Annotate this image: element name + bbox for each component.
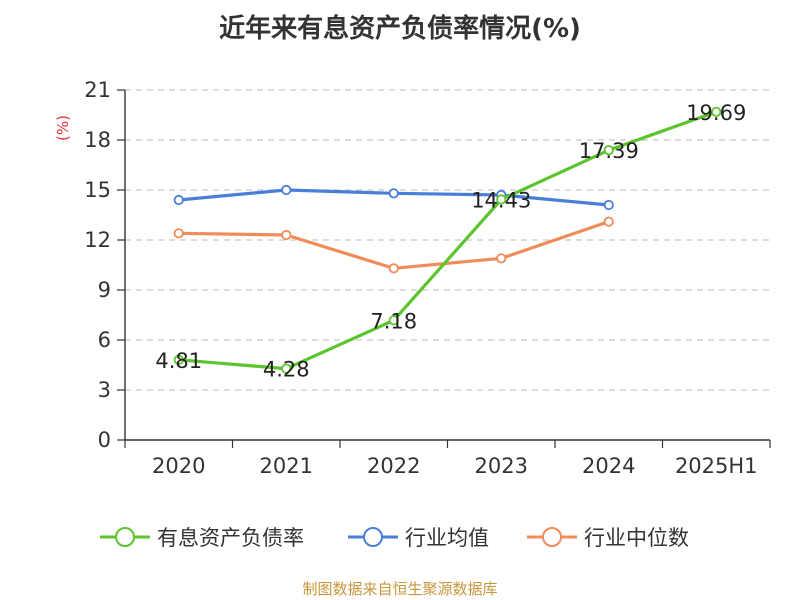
- x-tick-label: 2021: [260, 454, 313, 478]
- data-point: [173, 354, 184, 365]
- data-label: 14.43: [471, 189, 531, 213]
- data-label: 17.39: [579, 139, 639, 163]
- legend-marker: [115, 527, 135, 547]
- data-point: [603, 199, 614, 211]
- data-point: [603, 145, 614, 156]
- y-tick-label: 3: [98, 378, 111, 402]
- data-point: [281, 229, 292, 241]
- data-labels: 4.81 4.28 7.18 14.43 17.39 19.69: [155, 101, 746, 382]
- source-note: 制图数据来自恒生聚源数据库: [302, 580, 498, 598]
- series-lines: [173, 106, 722, 374]
- data-point: [388, 315, 399, 326]
- series-line: [178, 110, 717, 371]
- x-tick-label: 2023: [475, 454, 528, 478]
- y-tick-label: 6: [98, 328, 111, 352]
- y-tick-label: 15: [84, 178, 111, 202]
- data-label: 7.18: [370, 309, 417, 333]
- x-tick-label: 2022: [367, 454, 420, 478]
- legend: 有息资产负债率 行业均值 行业中位数: [100, 526, 689, 550]
- legend-marker: [363, 527, 383, 547]
- data-point: [281, 363, 292, 374]
- data-label: 19.69: [686, 101, 746, 125]
- legend-label: 行业中位数: [584, 526, 689, 550]
- data-point: [173, 228, 184, 239]
- data-point: [603, 216, 614, 227]
- legend-marker: [542, 527, 562, 547]
- legend-label: 行业均值: [405, 526, 489, 550]
- series-line: [178, 220, 610, 270]
- gridlines: [125, 89, 770, 391]
- chart-title: 近年来有息资产负债率情况(%): [219, 14, 581, 44]
- legend-label: 有息资产负债率: [157, 526, 304, 550]
- data-point: [711, 106, 722, 117]
- data-label: 4.81: [155, 349, 202, 373]
- axes: 0 3 6 9 12 15 18 21 2020 2021 2022 2023 2024 2025H1: [84, 78, 771, 478]
- y-tick-label: 9: [98, 278, 111, 302]
- y-tick-label: 12: [84, 228, 111, 252]
- data-point: [496, 253, 507, 264]
- x-tick-label: 2020: [152, 454, 205, 478]
- y-tick-label: 0: [98, 428, 111, 452]
- data-point: [388, 188, 399, 199]
- data-point: [496, 194, 507, 205]
- data-label: 4.28: [263, 358, 310, 382]
- data-point: [173, 194, 184, 206]
- y-tick-label: 18: [84, 128, 111, 152]
- data-point: [281, 184, 292, 196]
- x-tick-label: 2025H1: [675, 454, 758, 478]
- data-point: [388, 263, 399, 274]
- y-tick-label: 21: [84, 78, 111, 102]
- y-axis-label: (%): [54, 115, 72, 141]
- x-tick-label: 2024: [582, 454, 635, 478]
